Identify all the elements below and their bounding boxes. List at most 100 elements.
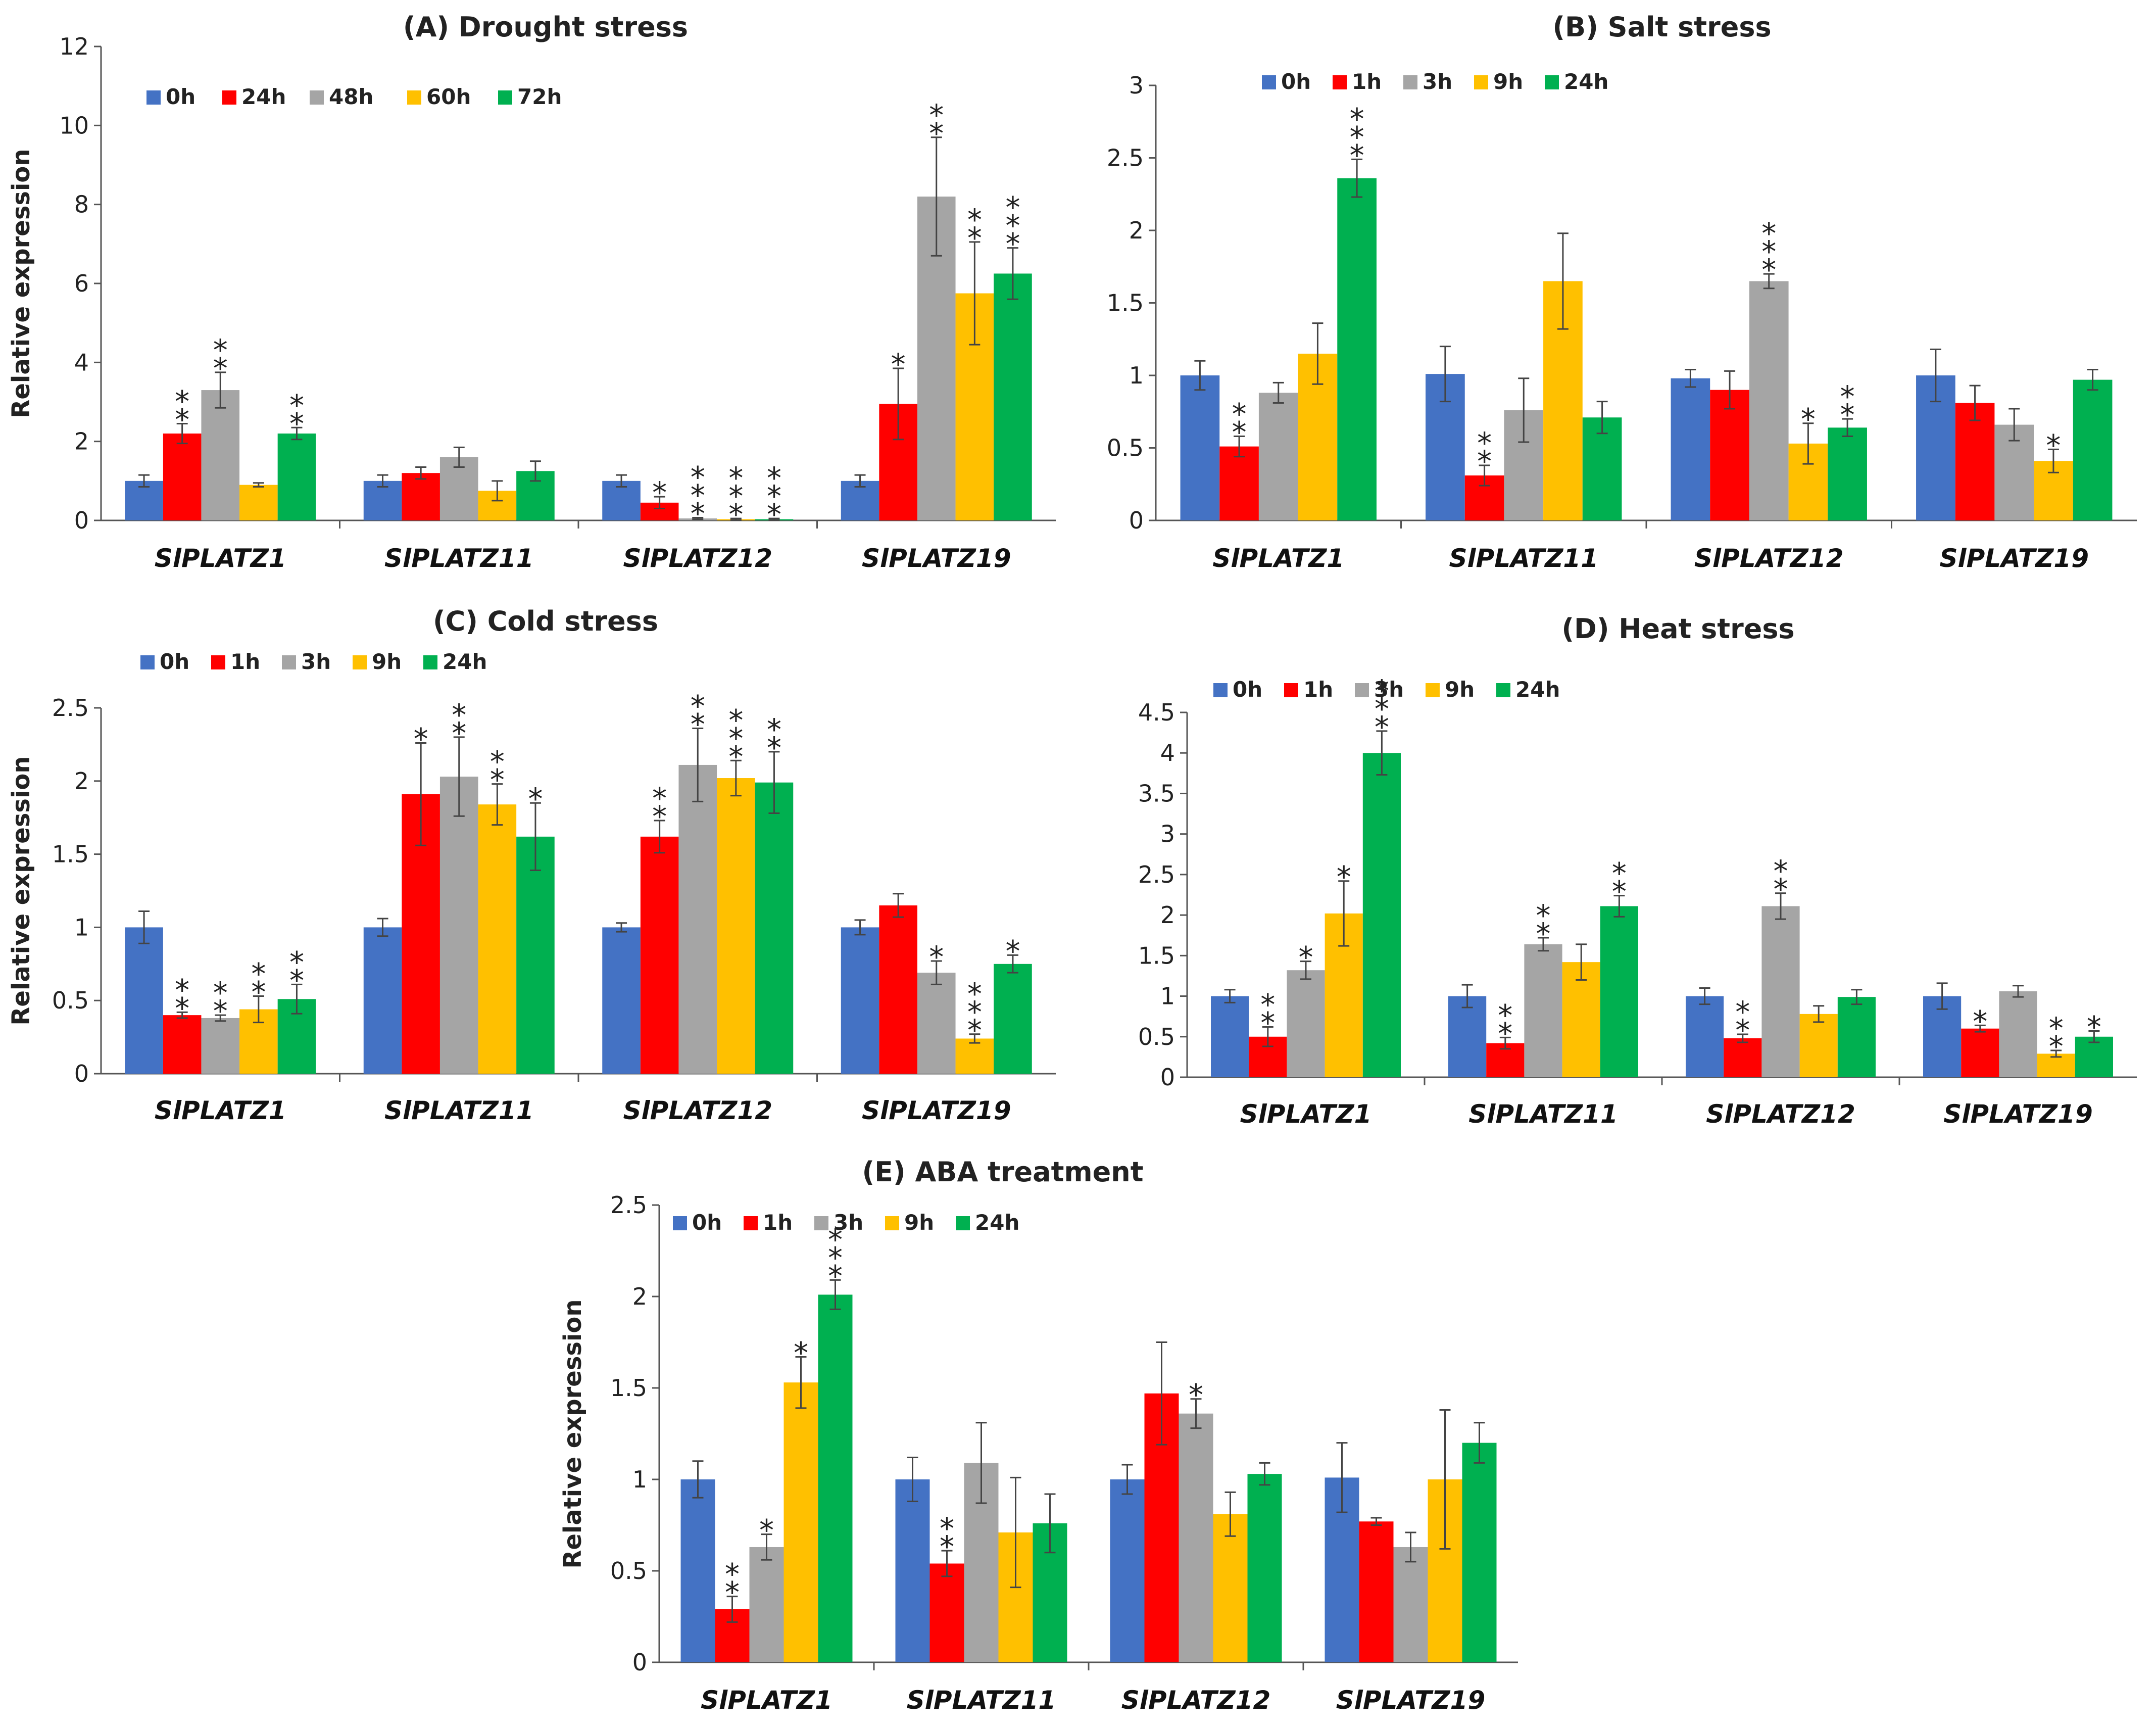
significance-mark: *: [1735, 995, 1750, 1029]
bar: [1359, 1521, 1394, 1662]
y-tick-label: 1: [1129, 362, 1144, 389]
significance-mark: *: [1005, 190, 1020, 225]
chart-title: (D) Heat stress: [1561, 613, 1794, 645]
legend-label: 48h: [329, 84, 373, 109]
y-tick-label: 2: [1160, 901, 1175, 929]
significance-mark: *: [728, 739, 743, 774]
bar: [929, 1563, 964, 1662]
y-tick-label: 0: [74, 1060, 89, 1087]
legend-swatch: [1496, 683, 1510, 697]
significance-mark: *: [289, 963, 304, 997]
bar: [1710, 390, 1749, 520]
y-tick-label: 2.5: [1107, 145, 1144, 172]
y-tick-label: 0.5: [610, 1557, 647, 1584]
significance-mark: *: [967, 1013, 982, 1047]
significance-mark: *: [1232, 415, 1247, 450]
legend-label: 24h: [1515, 677, 1560, 702]
significance-mark: *: [728, 479, 743, 513]
bar: [818, 1294, 853, 1662]
significance-mark: *: [1477, 426, 1492, 460]
significance-mark: *: [1840, 379, 1855, 414]
legend-swatch: [1426, 683, 1440, 697]
y-tick-label: 8: [74, 191, 89, 218]
bar: [1562, 962, 1600, 1077]
category-label: SlPLATZ19: [862, 544, 1011, 573]
chart-panel-4: (D) Heat stress 0 0.5 1 1.5 2 2.5 3 3.5 4 4.5 SlPLA…: [1138, 613, 2137, 1129]
legend-swatch: [744, 1216, 758, 1230]
significance-mark: *: [1260, 1006, 1275, 1040]
significance-mark: *: [1536, 917, 1551, 951]
legend-swatch: [146, 90, 161, 105]
bar: [749, 1547, 784, 1662]
category-label: SlPLATZ19: [862, 1096, 1011, 1125]
bar: [1724, 1038, 1762, 1077]
legend-swatch: [282, 655, 296, 669]
significance-mark: *: [929, 940, 944, 974]
y-tick-label: 12: [59, 33, 89, 60]
significance-mark: *: [728, 703, 743, 737]
bar: [1600, 906, 1638, 1077]
significance-mark: *: [652, 475, 667, 510]
significance-mark: *: [289, 406, 304, 441]
significance-mark: *: [929, 116, 944, 151]
bar: [755, 782, 794, 1074]
significance-mark: *: [528, 782, 543, 816]
legend-label: 9h: [1445, 677, 1475, 702]
bar: [1211, 996, 1249, 1077]
significance-mark: *: [213, 976, 228, 1010]
bar: [239, 485, 278, 520]
bar: [1287, 970, 1325, 1077]
significance-mark: *: [967, 203, 982, 237]
bar: [1671, 378, 1710, 520]
significance-mark: *: [767, 712, 781, 747]
significance-mark: *: [767, 497, 781, 532]
category-label: SlPLATZ12: [623, 544, 772, 573]
significance-mark: *: [1761, 216, 1776, 251]
significance-mark: *: [251, 957, 266, 991]
significance-mark: *: [1735, 1013, 1750, 1047]
y-tick-label: 4.5: [1138, 699, 1175, 726]
category-label: SlPLATZ11: [384, 1096, 534, 1125]
legend-swatch: [407, 90, 421, 105]
bar: [1179, 1413, 1213, 1662]
bar: [1258, 393, 1298, 520]
bar: [1828, 427, 1867, 520]
bar: [1582, 417, 1622, 520]
legend-swatch: [1355, 683, 1369, 697]
legend-swatch: [885, 1216, 899, 1230]
significance-mark: *: [759, 1513, 774, 1548]
y-tick-label: 6: [74, 270, 89, 297]
legend-label: 3h: [1423, 69, 1452, 94]
y-tick-label: 1.5: [1138, 942, 1175, 969]
legend-label: 0h: [166, 84, 195, 109]
significance-mark: *: [891, 347, 906, 381]
significance-mark: *: [452, 716, 466, 750]
bar: [1213, 1514, 1248, 1662]
significance-mark: *: [1375, 692, 1389, 726]
significance-mark: *: [175, 384, 189, 418]
significance-mark: *: [828, 1240, 843, 1275]
bar: [277, 434, 316, 520]
significance-mark: *: [2049, 1029, 2064, 1064]
significance-mark: *: [289, 945, 304, 979]
category-label: SlPLATZ11: [907, 1686, 1056, 1715]
category-label: SlPLATZ1: [1240, 1099, 1372, 1129]
significance-mark: *: [767, 731, 781, 765]
significance-mark: *: [1375, 710, 1389, 744]
bar: [1448, 996, 1487, 1077]
legend-swatch: [423, 655, 437, 669]
bar: [955, 1038, 994, 1074]
significance-mark: *: [1761, 253, 1776, 287]
bar: [2073, 379, 2113, 520]
y-tick-label: 0: [632, 1649, 647, 1676]
significance-mark: *: [767, 479, 781, 513]
category-label: SlPLATZ19: [1336, 1686, 1486, 1715]
y-tick-label: 1.5: [52, 841, 89, 868]
category-label: SlPLATZ1: [155, 544, 286, 573]
bar: [1393, 1547, 1428, 1662]
legend-label: 9h: [1493, 69, 1523, 94]
legend-label: 24h: [443, 649, 487, 674]
significance-mark: *: [213, 994, 228, 1028]
significance-mark: *: [728, 497, 743, 532]
